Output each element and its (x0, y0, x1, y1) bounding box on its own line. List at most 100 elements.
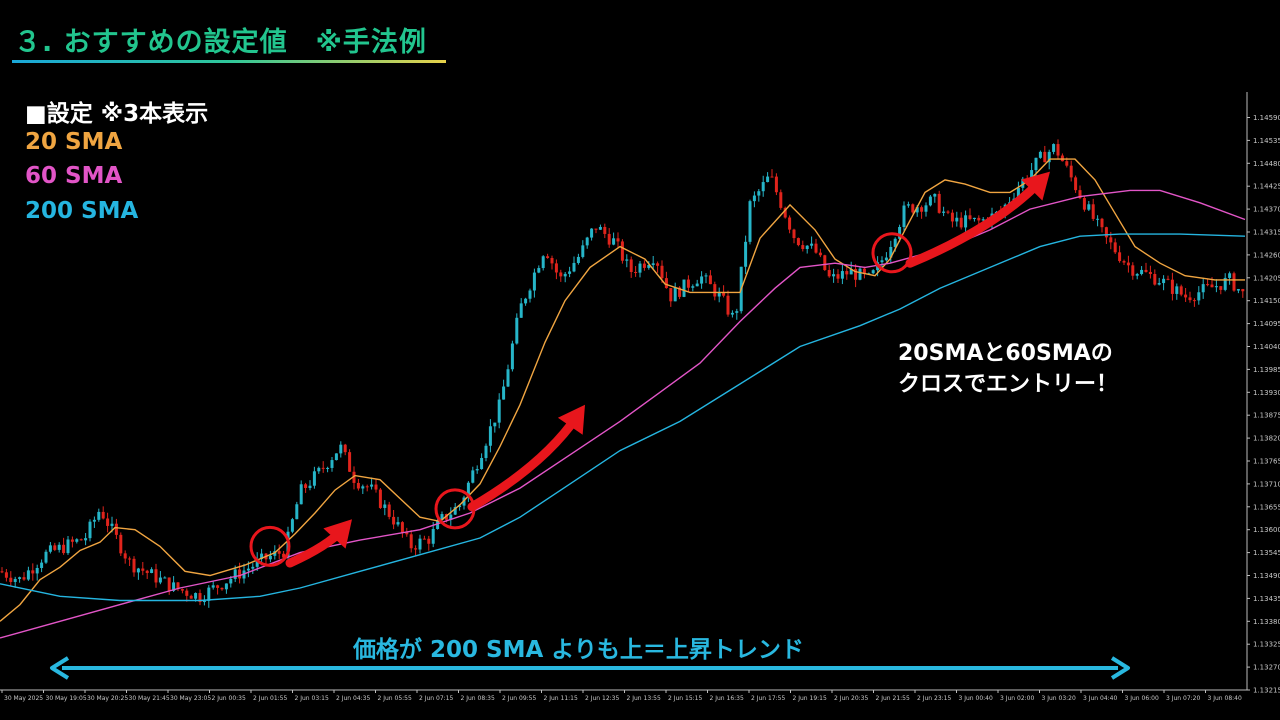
candle-body (53, 545, 57, 550)
candle-body (1170, 279, 1174, 294)
candle-body (977, 217, 981, 221)
x-tick-label: 2 Jun 09:55 (502, 695, 536, 702)
candle-body (519, 303, 523, 318)
candle-body (766, 176, 770, 183)
candle-body (1223, 277, 1227, 290)
candle-body (453, 507, 457, 515)
x-tick-label: 30 May 21:45 (129, 695, 170, 702)
x-tick-label: 30 May 2025 (4, 695, 43, 702)
candle-body (480, 457, 484, 470)
y-tick-label: 1.13930 (1253, 389, 1280, 397)
candle-body (937, 193, 941, 213)
x-tick-label: 3 Jun 07:20 (1166, 695, 1200, 702)
candle-body (1166, 278, 1170, 280)
candle-body (950, 212, 954, 222)
candle-body (405, 532, 409, 535)
candle-body (1162, 278, 1166, 284)
candle-body (92, 519, 96, 522)
candle-body (176, 582, 180, 590)
candle-body (572, 262, 576, 272)
candle-body (1236, 289, 1240, 291)
candle-body (374, 484, 378, 490)
candle-body (598, 226, 602, 230)
candle-body (924, 205, 928, 212)
candle-body (893, 238, 897, 247)
candle-body (836, 274, 840, 279)
candle-body (911, 204, 915, 213)
candle-body (326, 467, 330, 469)
candle-body (1184, 294, 1188, 298)
candle-body (915, 207, 919, 213)
x-tick-label: 2 Jun 13:55 (627, 695, 661, 702)
candle-body (1016, 187, 1020, 199)
candle-body (726, 295, 730, 315)
candle-body (854, 269, 858, 280)
candle-body (862, 268, 866, 274)
candle-body (167, 577, 171, 591)
trend-range-arrow-left-head (50, 656, 70, 680)
candle-body (163, 577, 167, 579)
candle-body (955, 217, 959, 222)
candle-body (136, 568, 140, 573)
candle-body (361, 486, 365, 489)
y-tick-label: 1.14150 (1253, 297, 1280, 305)
candle-body (528, 290, 532, 299)
x-tick-label: 2 Jun 15:15 (668, 695, 702, 702)
candle-body (1052, 144, 1056, 152)
candle-body (708, 275, 712, 285)
candle-body (0, 571, 4, 573)
trend-arrow-shaft (467, 411, 582, 512)
candle-body (57, 544, 61, 550)
candle-body (392, 516, 396, 525)
candle-body (770, 176, 774, 178)
candle-body (458, 505, 462, 508)
candle-body (695, 283, 699, 287)
x-tick-label: 3 Jun 02:00 (1000, 695, 1034, 702)
y-tick-label: 1.13325 (1253, 641, 1280, 649)
candle-body (647, 264, 651, 268)
y-tick-label: 1.13270 (1253, 664, 1280, 672)
candle-body (691, 286, 695, 288)
cross-highlight-circle (249, 525, 291, 567)
candle-body (920, 207, 924, 212)
candle-body (330, 460, 334, 468)
candle-body (172, 582, 176, 591)
sma200-line (0, 233, 1246, 602)
candle-body (141, 568, 145, 571)
candle-body (339, 444, 343, 454)
candle-body (761, 182, 765, 192)
candle-body (1232, 273, 1236, 291)
candle-body (1113, 242, 1117, 253)
candle-body (365, 486, 369, 488)
candle-body (246, 568, 250, 571)
candle-body (1157, 283, 1161, 285)
x-tick-label: 2 Jun 01:55 (253, 695, 287, 702)
y-tick-label: 1.14260 (1253, 251, 1280, 259)
candle-body (154, 569, 158, 583)
candle-body (607, 233, 611, 245)
candle-body (304, 484, 308, 489)
candle-body (554, 263, 558, 273)
candle-body (651, 263, 655, 265)
candle-body (493, 422, 497, 427)
candle-body (550, 257, 554, 264)
candle-body (722, 291, 726, 296)
candle-body (1148, 271, 1152, 275)
candle-body (145, 570, 149, 574)
candle-body (1082, 198, 1086, 210)
candle-body (818, 252, 822, 256)
candle-body (440, 514, 444, 521)
candle-body (634, 271, 638, 273)
candle-body (290, 519, 294, 532)
cross-highlight-circle (871, 232, 913, 274)
candle-body (814, 243, 818, 253)
candle-body (26, 570, 30, 580)
candle-body (1126, 262, 1130, 266)
candle-body (515, 317, 519, 344)
candle-body (119, 534, 123, 554)
candle-body (1175, 286, 1179, 294)
candle-body (75, 539, 79, 542)
candle-body (537, 268, 541, 273)
candle-body (541, 256, 545, 269)
x-tick-label: 2 Jun 04:35 (336, 695, 370, 702)
